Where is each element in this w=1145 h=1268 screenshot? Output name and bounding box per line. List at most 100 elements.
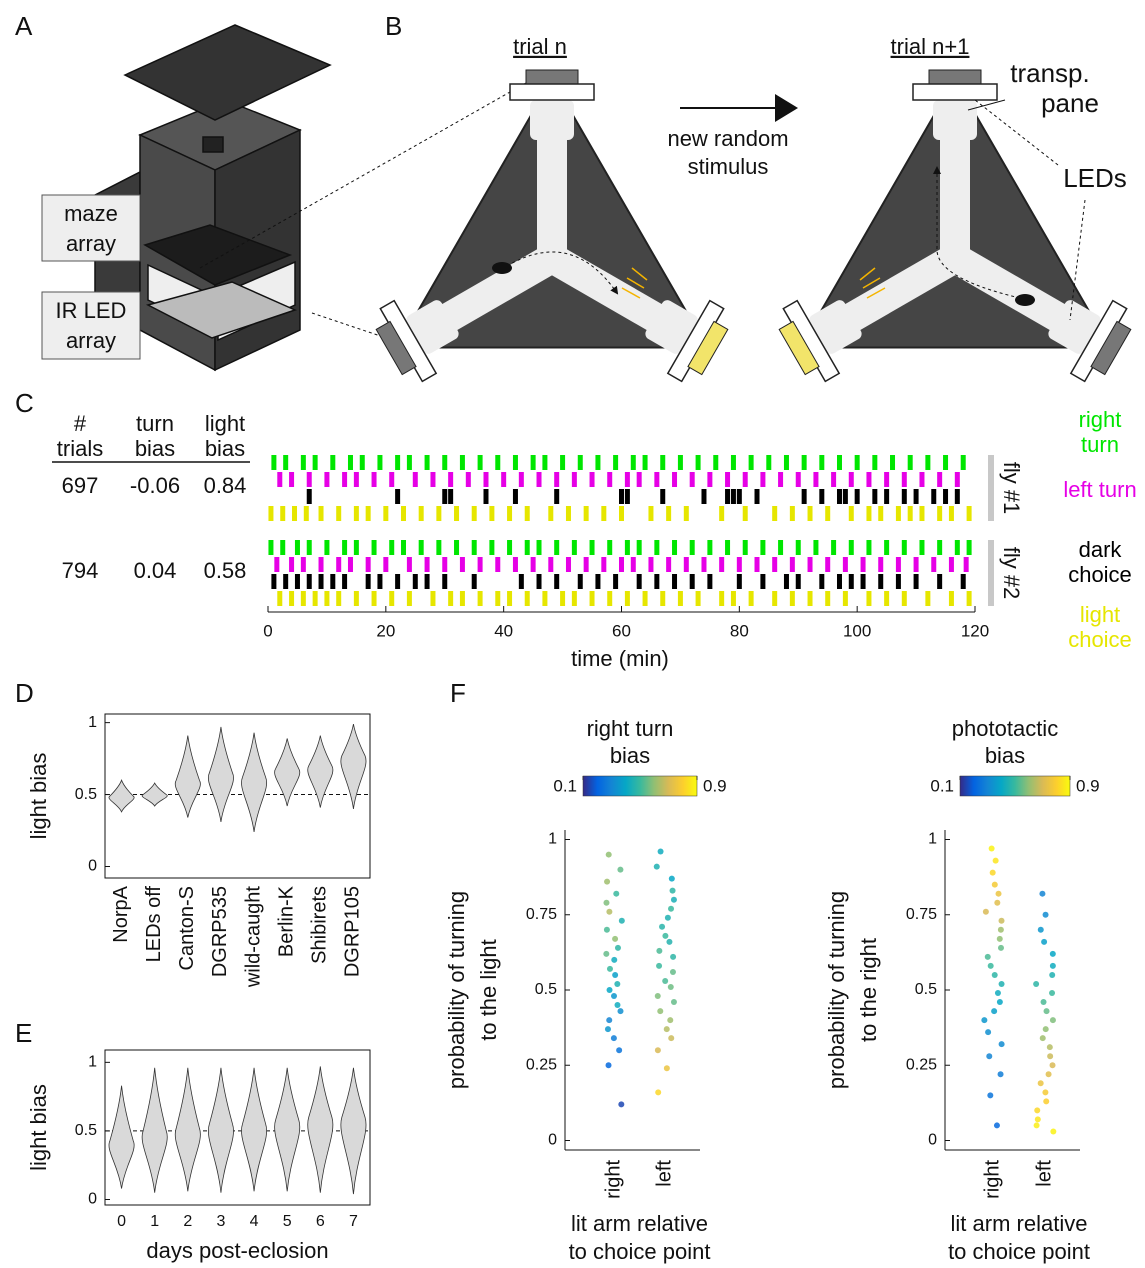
event-tick (324, 591, 329, 606)
event-tick (478, 591, 483, 606)
event-tick (625, 489, 630, 504)
event-tick (607, 472, 612, 487)
event-tick (902, 591, 907, 606)
event-tick (483, 489, 488, 504)
event-tick (442, 455, 447, 470)
event-tick (902, 489, 907, 504)
event-tick (495, 591, 500, 606)
x-tick-label: LEDs off (143, 886, 165, 963)
point (662, 933, 668, 939)
event-tick (660, 591, 665, 606)
event-tick (719, 506, 724, 521)
event-tick (808, 557, 813, 572)
event-tick (548, 506, 553, 521)
point (612, 936, 618, 942)
label: array (66, 328, 116, 353)
event-tick (442, 557, 447, 572)
event-tick (937, 506, 942, 521)
label: array (66, 231, 116, 256)
event-tick (268, 540, 273, 555)
x-tick-label: 0 (117, 1213, 126, 1230)
panel-letter: C (15, 388, 34, 418)
event-tick (537, 574, 542, 589)
event-tick (442, 489, 447, 504)
x-tick-label: Canton-S (176, 886, 198, 971)
event-tick (319, 557, 324, 572)
event-tick (766, 455, 771, 470)
y-tick-label: 0.5 (75, 1122, 97, 1139)
trial-label: trial n+1 (891, 34, 970, 59)
point (1047, 1053, 1053, 1059)
event-tick (436, 540, 441, 555)
event-tick (961, 455, 966, 470)
event-tick (307, 489, 312, 504)
event-tick (584, 506, 589, 521)
event-tick (292, 506, 297, 521)
event-tick (884, 540, 889, 555)
event-tick (430, 591, 435, 606)
x-tick-label: 40 (494, 621, 513, 640)
point (671, 999, 677, 1005)
event-tick (483, 472, 488, 487)
point (1050, 1128, 1056, 1134)
event-tick (554, 472, 559, 487)
point (1044, 1008, 1050, 1014)
event-tick (919, 506, 924, 521)
event-tick (872, 489, 877, 504)
event-tick (648, 557, 653, 572)
point (999, 1041, 1005, 1047)
event-tick (831, 540, 836, 555)
y-tick-label: 1 (88, 714, 97, 731)
point (603, 951, 609, 957)
x-tick-label: 0 (263, 621, 272, 640)
event-tick (274, 557, 279, 572)
pane-label: pane (1041, 88, 1099, 118)
point (671, 897, 677, 903)
y-tick-label: 0.5 (535, 981, 557, 998)
event-tick (919, 472, 924, 487)
point (990, 870, 996, 876)
event-tick (366, 506, 371, 521)
point (1035, 1116, 1041, 1122)
event-tick (690, 540, 695, 555)
event-tick (908, 506, 913, 521)
point (992, 882, 998, 888)
event-tick (425, 574, 430, 589)
event-tick (643, 591, 648, 606)
event-tick (578, 455, 583, 470)
event-tick (319, 506, 324, 521)
panel-letter: B (385, 11, 402, 41)
point (994, 1122, 1000, 1128)
event-tick (578, 574, 583, 589)
group-bar (988, 455, 994, 521)
y-tick-label: 0.5 (75, 786, 97, 803)
event-tick (425, 557, 430, 572)
event-tick (354, 472, 359, 487)
event-tick (719, 591, 724, 606)
point (985, 1029, 991, 1035)
panel-letter: A (15, 11, 33, 41)
x-axis-label: to choice point (569, 1239, 711, 1264)
point (1050, 951, 1056, 957)
event-tick (554, 489, 559, 504)
colorbar-label: 0.1 (553, 776, 577, 795)
event-tick (808, 591, 813, 606)
point (655, 993, 661, 999)
event-tick (790, 557, 795, 572)
event-tick (619, 557, 624, 572)
event-tick (407, 557, 412, 572)
event-tick (289, 472, 294, 487)
event-tick (280, 506, 285, 521)
event-tick (295, 540, 300, 555)
event-tick (613, 455, 618, 470)
event-tick (937, 540, 942, 555)
event-tick (937, 574, 942, 589)
event-tick (525, 540, 530, 555)
legend-entry: right turn (1060, 407, 1140, 462)
event-tick (749, 455, 754, 470)
point (994, 900, 1000, 906)
event-tick (324, 540, 329, 555)
point (606, 852, 612, 858)
violin (208, 1068, 233, 1193)
event-tick (442, 574, 447, 589)
